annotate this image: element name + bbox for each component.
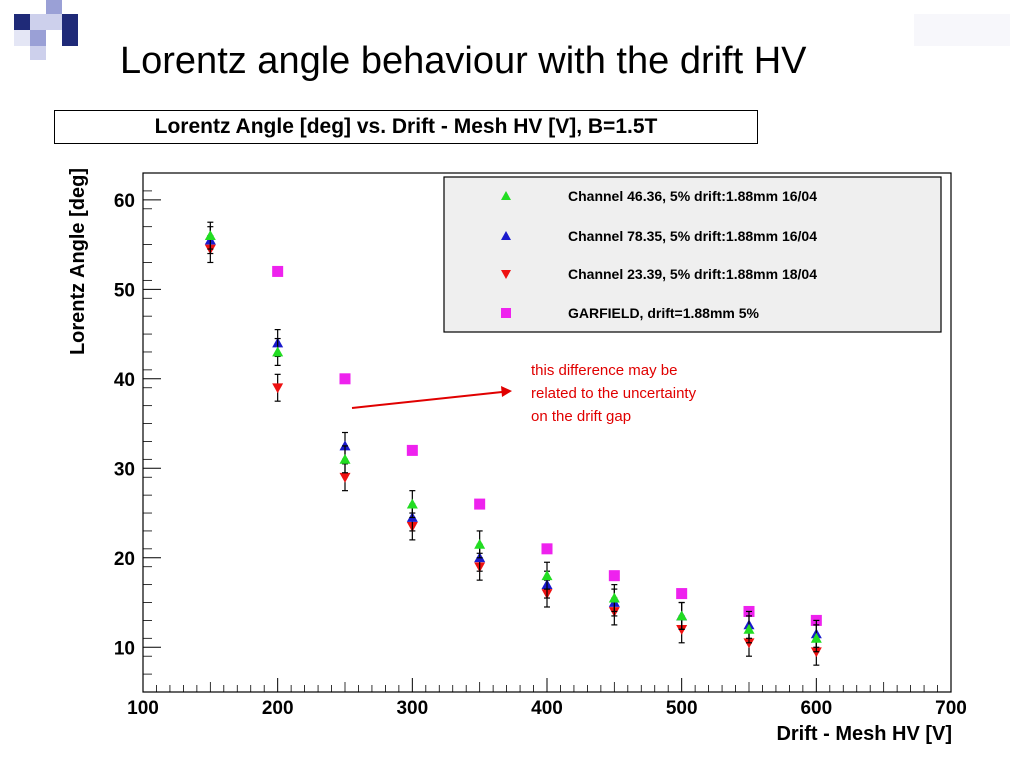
- axes-layer: 100 200 300 400 500 600 700 10 20 30 40 50 60: [114, 172, 967, 719]
- decor-square-dark-2: [62, 14, 78, 30]
- annotation-arrow: [351, 391, 503, 409]
- legend-box: [443, 176, 942, 333]
- legend-label: GARFIELD, drift=1.88mm 5%: [568, 305, 760, 321]
- slide-title: Lorentz angle behaviour with the drift H…: [120, 40, 807, 82]
- x-tick-label: 100: [127, 698, 159, 719]
- x-tick-label: 700: [935, 698, 967, 719]
- data-point: [608, 592, 620, 603]
- y-axis-title: Lorentz Angle [deg]: [67, 168, 89, 355]
- y-tick-label: 50: [114, 280, 135, 301]
- x-tick-label: 500: [666, 698, 698, 719]
- annotation-arrowhead: [501, 386, 512, 397]
- data-point: [676, 588, 688, 600]
- x-tick-label: 400: [531, 698, 563, 719]
- data-point: [339, 472, 351, 483]
- y-tick-label: 40: [114, 370, 135, 391]
- data-point: [474, 538, 486, 549]
- decor-square-dark-3: [62, 30, 78, 46]
- data-point: [474, 498, 486, 510]
- data-point: [339, 373, 351, 385]
- annotation-line-3: on the drift gap: [531, 408, 631, 425]
- data-point: [810, 632, 822, 643]
- decor-square-light-1: [30, 14, 46, 30]
- series-1: [204, 221, 822, 653]
- decor-square-mid-3: [30, 46, 46, 60]
- data-point: [743, 623, 755, 634]
- legend-marker: [501, 308, 511, 318]
- legend-marker: [501, 231, 511, 240]
- x-tick-label: 200: [262, 698, 294, 719]
- data-point: [272, 383, 284, 394]
- y-tick-label: 20: [114, 549, 135, 570]
- decor-square-faint: [914, 14, 1010, 46]
- data-point: [272, 346, 284, 357]
- legend: Channel 46.36, 5% drift:1.88mm 16/04 Chan…: [443, 176, 942, 333]
- decor-square-light-3: [14, 30, 30, 46]
- decor-square-mid-2: [30, 30, 46, 46]
- decor-square-mid-1: [46, 0, 62, 14]
- chart-title: Lorentz Angle [deg] vs. Drift - Mesh HV …: [54, 110, 758, 144]
- data-point: [406, 444, 418, 456]
- legend-label: Channel 78.35, 5% drift:1.88mm 16/04: [568, 228, 817, 244]
- data-point: [541, 543, 553, 555]
- data-point: [339, 453, 351, 464]
- annotation-line-2: related to the uncertainty: [531, 385, 697, 402]
- legend-marker: [501, 270, 511, 279]
- data-point: [406, 498, 418, 509]
- x-tick-label: 600: [800, 698, 832, 719]
- data-point: [676, 610, 688, 621]
- annotation-line-1: this difference may be: [531, 362, 677, 379]
- data-point: [204, 230, 216, 241]
- y-tick-label: 60: [114, 191, 135, 212]
- x-tick-label: 300: [396, 698, 428, 719]
- data-point: [608, 570, 620, 582]
- y-tick-label: 10: [114, 638, 135, 659]
- annotation: this difference may be related to the un…: [351, 362, 697, 425]
- decor-square-light-2: [46, 14, 62, 30]
- legend-marker: [501, 191, 511, 200]
- decor-square-dark-1: [14, 14, 30, 30]
- legend-label: Channel 46.36, 5% drift:1.88mm 16/04: [568, 188, 817, 204]
- data-point: [272, 265, 284, 277]
- y-tick-label: 30: [114, 459, 135, 480]
- x-axis-title: Drift - Mesh HV [V]: [776, 723, 952, 745]
- data-point: [541, 570, 553, 581]
- data-layer: [204, 221, 822, 666]
- legend-label: Channel 23.39, 5% drift:1.88mm 18/04: [568, 266, 817, 282]
